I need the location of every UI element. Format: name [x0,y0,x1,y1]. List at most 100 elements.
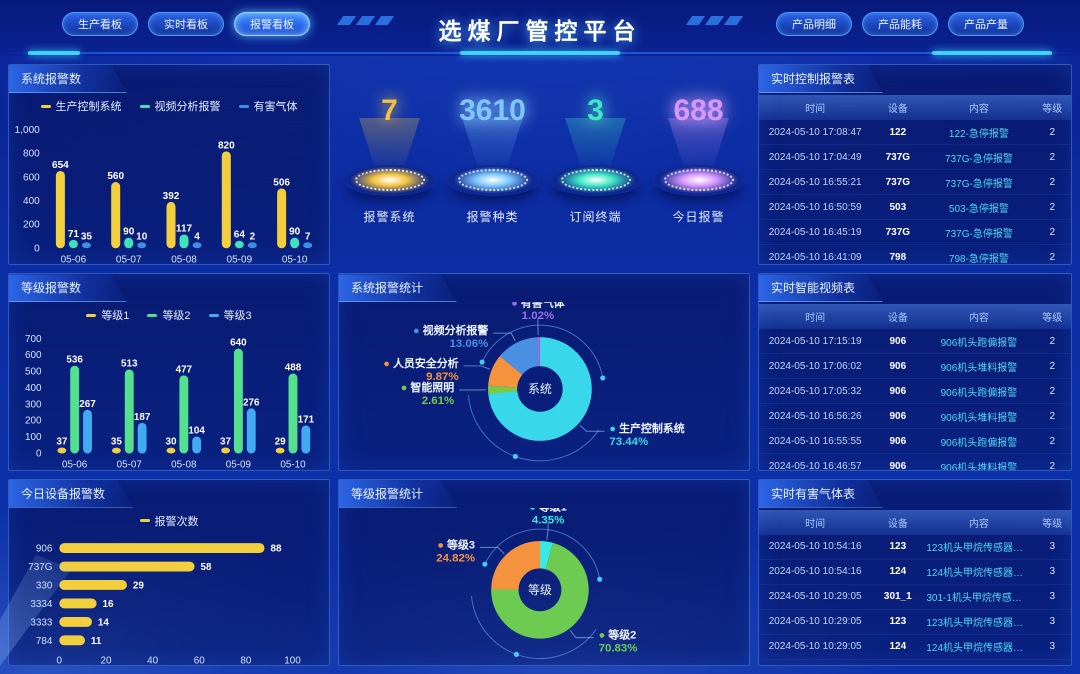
bar [59,635,85,645]
nav-realtime-board[interactable]: 实时看板 [148,12,224,36]
table-cell: 737G [871,219,925,245]
table-cell: 737G-急停报警 [924,219,1034,245]
decorative-slashes-right [685,16,744,25]
device-alarm-hbar-chart: 906 88 737G 58 330 29 3334 16 3333 14 784 11 0 20 40 60… [28,542,301,665]
table-cell: 2024-05-10 17:06:02 [759,353,872,380]
kpi-alarm-types: 3610 报警种类 [441,64,544,265]
table-cell: 2024-05-10 16:46:57 [759,453,872,470]
kpi-podium [548,164,643,196]
kpi-podium [342,164,437,196]
table-cell: 906 [871,353,925,380]
table-cell: 2024-05-10 16:55:21 [759,169,872,195]
legend-item[interactable]: 视频分析报警 [139,98,221,114]
bar-value: 820 [218,140,235,151]
slice-percent: 4.35% [532,514,564,526]
slice-name: ● 等级1 [529,508,567,514]
nav-product-energy[interactable]: 产品能耗 [862,12,938,36]
header-accent-segment [28,51,80,55]
nav-production-board[interactable]: 生产看板 [62,12,138,36]
kpi-value: 7 [381,94,398,127]
table-row: 2024-05-10 17:04:49 737G 737G-急停报警 2 [759,144,1071,170]
y-axis-tick: 300 [25,400,42,411]
bar [221,151,231,249]
bar-value: 88 [270,543,281,554]
bar-value: 30 [165,437,176,448]
kpi-podium [651,164,746,196]
bar-value: 29 [133,580,144,591]
column-header: 设备 [871,304,925,330]
table-row: 2024-05-10 16:45:19 737G 737G-急停报警 2 [759,219,1071,245]
bar-value: 477 [176,365,193,376]
y-axis-category: 737G [28,562,52,573]
slice-percent: 9.87% [426,371,458,383]
legend-item[interactable]: 等级1 [86,307,129,323]
y-axis-category: 784 [36,635,53,646]
panel-title-system-alarm-stats: 系统报警统计 [339,274,457,302]
bar-value: 14 [98,617,109,628]
table-cell: 2024-05-10 17:08:47 [759,120,872,145]
center-column: 7 报警系统 3610 报警种类 3 订阅终端 [338,64,750,666]
table-cell: 2 [1033,329,1071,355]
table-cell: 123 [871,534,925,560]
table-row: 2024-05-10 17:15:19 906 906机头跑偏报警 2 [759,329,1071,355]
nav-product-detail[interactable]: 产品明细 [776,12,852,36]
decorative-arc [470,595,597,659]
table-cell: 2 [1033,428,1071,455]
bar-value: 71 [68,229,80,240]
table-cell: 2 [1033,378,1071,405]
panel-system-alarm-stats: 系统报警统计 ● 生产控制系统 73.44% ● 智能照明 2.61% ● 人员安全分析… [338,273,750,471]
table-cell: 906机头跑偏报警 [924,378,1034,405]
table-cell: 3 [1033,534,1071,560]
table-cell: 2 [1033,144,1071,170]
bar-value: 513 [121,359,138,370]
bar-value: 488 [285,363,302,374]
bar [221,447,231,454]
kpi-alarm-systems: 7 报警系统 [338,64,441,265]
x-axis-category: 05-10 [280,460,306,470]
table-cell: 2 [1033,120,1071,145]
kpi-label: 订阅终端 [569,210,622,224]
bar-value: 10 [136,231,148,242]
table-cell: 737G-急停报警 [924,144,1034,170]
legend-item[interactable]: 等级3 [208,307,252,323]
table-cell: 3 [1033,609,1071,635]
table-row: 2024-05-10 16:50:59 503 503-急停报警 2 [759,194,1071,220]
table-cell: 737G-急停报警 [924,169,1034,195]
slice-percent: 70.83% [599,642,638,654]
legend-item[interactable]: 生产控制系统 [40,98,122,114]
bar [275,447,285,454]
table-cell: 2 [1033,169,1071,195]
table-cell: 124 [871,559,925,585]
legend-label: 等级3 [223,310,252,323]
table-row: 2024-05-10 16:41:09 798 798-急停报警 2 [759,244,1071,265]
label-line [579,425,605,433]
y-axis-category: 330 [36,580,53,591]
legend-item[interactable]: 等级2 [147,307,191,323]
table-cell: 906 [871,403,925,430]
y-axis-tick: 500 [25,367,42,378]
bar [124,369,134,454]
nav-alarm-board[interactable]: 报警看板 [234,12,310,36]
pie-slice [491,540,589,639]
table-row: 2024-05-10 17:06:02 906 906机头堆料报警 2 [759,353,1071,380]
table-cell: 2 [1033,244,1071,265]
table-cell: 2024-05-10 17:05:32 [759,378,872,405]
bar-value: 4 [194,231,200,242]
y-axis-tick: 0 [36,449,42,460]
column-header: 时间 [759,95,872,120]
bar-value: 37 [56,437,67,448]
label-line [479,546,505,554]
legend-item[interactable]: 有害气体 [238,98,298,114]
nav-product-output[interactable]: 产品产量 [948,12,1024,36]
table-cell: 2024-05-10 16:56:26 [759,403,872,430]
bar [81,242,91,249]
bar-value: 90 [289,227,301,238]
dashboard-grid: 系统报警数 生产控制系统 视频分析报警 有害气体 0 200 400 600 800 1,00… [0,56,1080,674]
legend-item[interactable]: 报警次数 [139,513,199,529]
column-header: 等级 [1033,95,1071,120]
table-cell: 906 [871,453,925,470]
legend-marker [86,313,97,317]
right-column: 实时控制报警表 时间 设备 内容 等级 2024-05-10 17:08:47 122 12… [758,64,1072,666]
table-header-row: 时间 设备 内容 等级 [759,95,1071,120]
